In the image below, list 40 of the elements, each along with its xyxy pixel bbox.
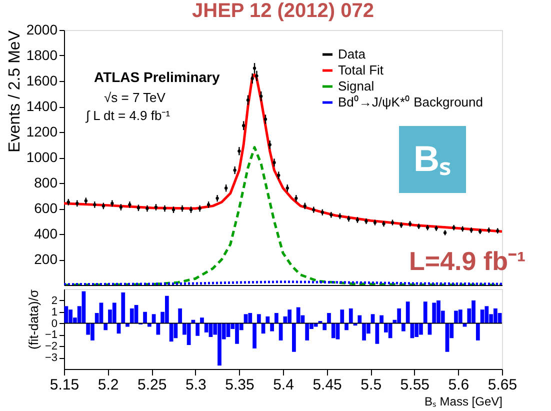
y-tick-label: 600 <box>34 200 58 216</box>
legend-label: Signal <box>338 78 374 94</box>
y-axis-title: Events / 2.5 MeV <box>6 30 24 152</box>
y-tick-label: 1200 <box>26 124 58 140</box>
y-tick-label: −2 <box>44 340 58 353</box>
x-tick-label: 5.55 <box>400 376 430 394</box>
y-tick-label: 1400 <box>26 98 58 114</box>
x-tick-label: 5.65 <box>488 376 518 394</box>
x-tick-label: 5.2 <box>98 376 119 394</box>
annotation: ∫ L dt = 4.9 fb⁻¹ <box>85 108 171 123</box>
y-tick-label: −1 <box>44 329 58 342</box>
x-tick-label: 5.15 <box>50 376 80 394</box>
x-tick-label: 5.3 <box>185 376 206 394</box>
annotation: ATLAS Preliminary <box>94 69 220 85</box>
y-tick-label: 1800 <box>26 47 58 63</box>
annotation: Bₛ <box>414 138 450 179</box>
y-tick-label: 400 <box>34 226 58 242</box>
legend-label: Data <box>338 46 366 62</box>
x-tick-label: 5.4 <box>273 376 294 394</box>
x-axis-title: Bₛ Mass [GeV] <box>424 394 502 408</box>
y-tick-label: 1000 <box>26 149 58 165</box>
x-tick-label: 5.45 <box>312 376 342 394</box>
y-tick-label: 0 <box>51 318 58 330</box>
legend-label: Bd⁰→J/ψK*⁰ Background <box>338 94 484 110</box>
y-tick-label: 200 <box>34 251 58 267</box>
annotation: √s = 7 TeV <box>104 90 166 105</box>
y-axis-title: (fit-data)/σ <box>26 290 41 350</box>
y-tick-label: 2 <box>51 294 58 307</box>
x-tick-label: 5.25 <box>138 376 167 394</box>
x-tick-label: 5.5 <box>360 376 382 394</box>
x-tick-label: 5.6 <box>448 376 470 394</box>
chart-title: JHEP 12 (2012) 072 <box>192 0 374 22</box>
legend-label: Total Fit <box>338 62 384 78</box>
y-tick-label: 1 <box>51 306 58 318</box>
x-tick-label: 5.35 <box>225 376 254 394</box>
y-tick-label: 2000 <box>26 22 58 38</box>
annotation: L=4.9 fb⁻¹ <box>409 246 526 276</box>
y-tick-label: 800 <box>34 174 58 190</box>
y-tick-label: 1600 <box>26 72 58 88</box>
y-tick-label: −3 <box>44 352 58 364</box>
